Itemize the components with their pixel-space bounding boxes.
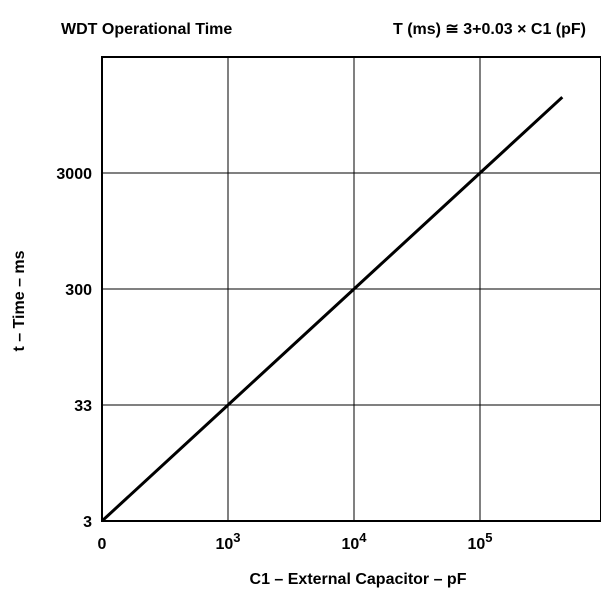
x-tick-label: 103: [215, 530, 240, 553]
y-axis-label: t – Time – ms: [11, 250, 28, 351]
x-axis-label: C1 – External Capacitor – pF: [250, 571, 467, 588]
y-tick-label: 300: [65, 282, 92, 299]
x-tick-labels: 0 103 104 105: [98, 530, 493, 553]
y-tick-label: 3000: [56, 166, 92, 183]
x-tick-label: 0: [98, 536, 107, 553]
series-line: [100, 96, 564, 523]
chart-title: WDT Operational Time: [61, 21, 232, 38]
x-tick-label: 105: [467, 530, 492, 553]
y-tick-label: 3: [83, 514, 92, 531]
chart-subtitle: T (ms) ≅ 3+0.03 × C1 (pF): [393, 21, 586, 38]
y-tick-label: 33: [74, 398, 92, 415]
x-tick-label: 104: [341, 530, 367, 553]
plot-frame: [101, 56, 601, 522]
grid: [102, 57, 601, 521]
series-layer: [100, 96, 564, 523]
